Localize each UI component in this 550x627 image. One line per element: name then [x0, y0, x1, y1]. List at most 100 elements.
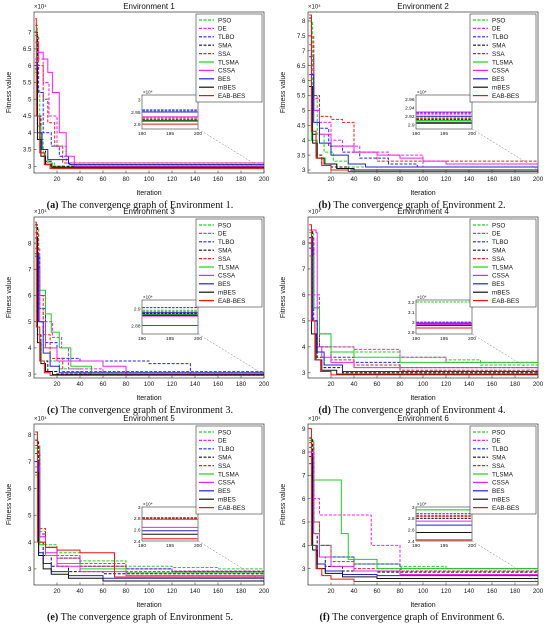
- inset-x-tick-label: 200: [194, 543, 202, 549]
- legend-label: BES: [492, 488, 505, 495]
- x-tick-label: 200: [259, 588, 270, 595]
- inset-y-tick-label: 2.96: [405, 97, 415, 103]
- legend-label: PSO: [492, 17, 505, 24]
- x-tick-label: 140: [464, 176, 475, 183]
- x-tick-label: 80: [123, 176, 130, 183]
- x-tick-label: 40: [77, 176, 84, 183]
- legend-label: BES: [218, 488, 231, 495]
- series-line-tlsma: [309, 255, 538, 368]
- zoom-connector: [471, 540, 538, 582]
- y-tick-label: 3: [302, 167, 306, 174]
- inset-x-tick-label: 195: [166, 336, 174, 342]
- inset-y-tick-label: 2.9: [134, 122, 141, 128]
- series-group: [309, 428, 538, 583]
- y-tick-label: 8: [28, 432, 32, 439]
- x-axis-label: Iteration: [136, 602, 161, 609]
- inset-x-tick-label: 200: [468, 131, 476, 137]
- legend-label: SSA: [492, 256, 505, 263]
- y-tick-label: 3: [28, 163, 32, 170]
- chart-panel-2: Environment 2 ×10⁴ Iteration Fitness value 2…: [274, 0, 546, 198]
- inset-y-tick-label: 2.8: [134, 516, 141, 522]
- legend-label: DE: [492, 438, 501, 445]
- x-tick-label: 120: [167, 588, 178, 595]
- x-tick-label: 140: [190, 176, 201, 183]
- zoom-connector: [471, 128, 538, 170]
- series-line-eab-bes: [309, 428, 538, 583]
- x-tick-label: 140: [190, 381, 201, 388]
- inset-y-tick-label: 2.95: [131, 110, 141, 116]
- legend-label: EAB-BES: [218, 298, 245, 305]
- legend-label: SMA: [218, 43, 232, 50]
- legend-label: TLSMA: [218, 471, 240, 478]
- chart-title: Environment 5: [123, 414, 175, 423]
- legend-label: TLSMA: [492, 264, 514, 271]
- legend-label: DE: [218, 438, 227, 445]
- series-group: [309, 224, 538, 376]
- y-tick-label: 8: [28, 240, 32, 247]
- x-axis-label: Iteration: [136, 190, 161, 197]
- y-tick-label: 6.5: [297, 63, 306, 70]
- x-tick-label: 140: [464, 588, 475, 595]
- legend-label: PSO: [218, 222, 231, 229]
- x-tick-label: 160: [213, 381, 224, 388]
- y-tick-label: 6: [302, 496, 306, 503]
- y-tick-label: 4.5: [297, 122, 306, 129]
- inset-x-tick-label: 200: [468, 543, 476, 549]
- y-tick-label: 8: [302, 240, 306, 247]
- y-tick-label: 5: [28, 319, 32, 326]
- legend-label: TLBO: [218, 239, 235, 246]
- series-line-sma: [309, 229, 538, 375]
- y-tick-label: 5.5: [297, 93, 306, 100]
- series-line-eab-bes: [35, 431, 264, 578]
- y-exponent: ×10⁴: [34, 4, 47, 11]
- series-line-mbes: [309, 86, 538, 172]
- x-tick-label: 80: [397, 381, 404, 388]
- y-tick-label: 6: [28, 486, 32, 493]
- y-tick-label: 6.5: [23, 46, 32, 53]
- chart-title: Environment 6: [397, 414, 449, 423]
- y-tick-label: 5.5: [23, 80, 32, 87]
- inset-exponent: ×10⁴: [143, 502, 153, 507]
- chart-svg: Environment 5 ×10⁴ Iteration Fitness value 2…: [6, 414, 270, 609]
- legend-label: EAB-BES: [492, 505, 519, 512]
- legend-label: TLSMA: [218, 59, 240, 66]
- legend-label: TLSMA: [492, 59, 514, 66]
- x-tick-label: 80: [397, 176, 404, 183]
- inset-exponent: ×10⁴: [417, 90, 427, 95]
- y-tick-label: 3: [28, 371, 32, 378]
- caption-e: (e) The convergence graph of Environment…: [46, 612, 234, 623]
- series-line-bes: [309, 237, 538, 374]
- y-axis-label: Fitness value: [6, 277, 13, 318]
- y-exponent: ×10⁴: [308, 209, 321, 216]
- x-axis-label: Iteration: [410, 190, 435, 197]
- x-tick-label: 40: [77, 381, 84, 388]
- x-tick-label: 40: [351, 381, 358, 388]
- inset-y-tick-label: 3.1: [408, 310, 415, 316]
- legend-label: DE: [492, 26, 501, 33]
- x-tick-label: 100: [418, 381, 429, 388]
- y-tick-label: 7: [28, 267, 32, 274]
- x-tick-label: 140: [190, 588, 201, 595]
- y-tick-label: 7.5: [297, 33, 306, 40]
- chart-svg: Environment 1 ×10⁴ Iteration Fitness value 2…: [6, 2, 270, 197]
- series-line-mbes: [35, 471, 264, 583]
- x-tick-label: 60: [374, 381, 381, 388]
- legend-label: TLBO: [218, 34, 235, 41]
- inset-x-tick-label: 200: [468, 336, 476, 342]
- legend-label: SSA: [492, 463, 505, 470]
- inset-y-tick-label: 2.94: [405, 106, 415, 112]
- y-axis-label: Fitness value: [280, 484, 287, 525]
- legend-label: TLBO: [218, 446, 235, 453]
- y-tick-label: 9: [302, 426, 306, 433]
- y-tick-label: 4: [302, 344, 306, 351]
- x-tick-label: 140: [464, 381, 475, 388]
- caption-b: (b) The convergence graph of Environment…: [318, 200, 506, 211]
- chart-svg: Environment 4 ×10⁴ Iteration Fitness value 2…: [280, 207, 544, 402]
- y-tick-label: 5: [302, 108, 306, 115]
- y-tick-label: 4: [28, 539, 32, 546]
- x-tick-label: 180: [236, 176, 247, 183]
- x-tick-label: 200: [259, 381, 270, 388]
- y-axis-label: Fitness value: [280, 277, 287, 318]
- x-tick-label: 160: [487, 381, 498, 388]
- inset-x-tick-label: 195: [440, 543, 448, 549]
